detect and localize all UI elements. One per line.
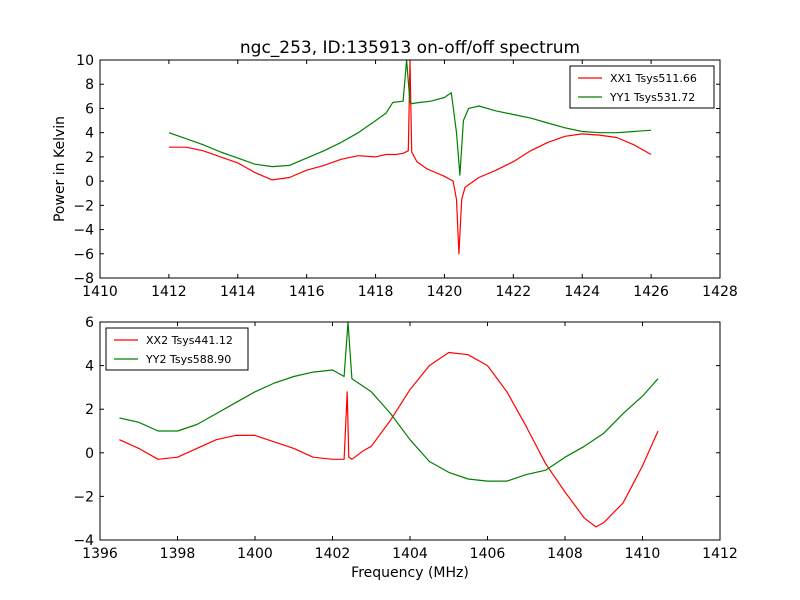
x-tick-label: 1426 (633, 284, 669, 300)
x-tick-label: 1418 (358, 284, 394, 300)
x-tick-label: 1412 (702, 546, 738, 562)
series-group (168, 60, 652, 255)
series-line-xx1 (168, 60, 652, 255)
series-group (119, 322, 659, 528)
x-tick-label: 1420 (427, 284, 463, 300)
plot-frame (99, 59, 721, 279)
y-tick-label: 10 (76, 53, 94, 69)
y-tick-label: −2 (73, 489, 94, 505)
y-tick-label: 6 (85, 101, 94, 117)
top-panel: 1410 1412 1414 1416 1418 1420 1422 1424 1426 1428… (52, 53, 738, 300)
y-tick-label: 2 (85, 402, 94, 418)
legend-label: XX1 Tsys511.66 (610, 72, 697, 85)
y-axis-label: Power in Kelvin (52, 116, 68, 222)
x-tick-label: 1414 (220, 284, 256, 300)
legend-box (569, 65, 715, 109)
legend: XX1 Tsys511.66 YY1 Tsys531.72 (569, 65, 715, 109)
y-tick-label: 2 (85, 150, 94, 166)
series-line-xx2 (119, 351, 659, 528)
x-tick-label: 1412 (151, 284, 187, 300)
y-tick-label: −2 (73, 198, 94, 214)
x-tick-label: 1404 (392, 546, 428, 562)
legend: XX2 Tsys441.12 YY2 Tsys588.90 (105, 327, 249, 371)
legend-box (105, 327, 249, 371)
x-tick-label: 1398 (160, 546, 196, 562)
x-tick-label: 1402 (315, 546, 351, 562)
x-tick-label: 1410 (82, 284, 118, 300)
x-tick-label: 1424 (564, 284, 600, 300)
x-tick-label: 1406 (470, 546, 506, 562)
legend-label: YY1 Tsys531.72 (609, 91, 695, 104)
y-tick-label: −6 (73, 247, 94, 263)
x-tick-label: 1410 (625, 546, 661, 562)
y-tick-label: 6 (85, 315, 94, 331)
y-tick-label: 0 (85, 446, 94, 462)
x-axis-label: Frequency (MHz) (351, 565, 469, 581)
series-line-yy2 (119, 322, 659, 482)
chart-title: ngc_253, ID:135913 on-off/off spectrum (240, 38, 580, 58)
x-tick-label: 1416 (289, 284, 325, 300)
legend-label: YY2 Tsys588.90 (145, 353, 231, 366)
y-tick-label: 4 (85, 359, 94, 375)
y-tick-label: −4 (73, 533, 94, 549)
x-tick-label: 1422 (496, 284, 532, 300)
y-tick-label: 8 (85, 77, 94, 93)
legend-label: XX2 Tsys441.12 (146, 334, 233, 347)
bottom-panel: 1396 1398 1400 1402 1404 1406 1408 1410 1412 −4 −2… (73, 315, 737, 581)
y-tick-label: 0 (85, 174, 94, 190)
series-line-yy1 (168, 60, 652, 176)
y-tick-label: −4 (73, 223, 94, 239)
y-tick-label: −8 (73, 271, 94, 287)
x-tick-label: 1400 (237, 546, 273, 562)
x-tick-label: 1428 (702, 284, 738, 300)
y-tick-label: 4 (85, 126, 94, 142)
x-tick-label: 1396 (82, 546, 118, 562)
x-tick-label: 1408 (547, 546, 583, 562)
